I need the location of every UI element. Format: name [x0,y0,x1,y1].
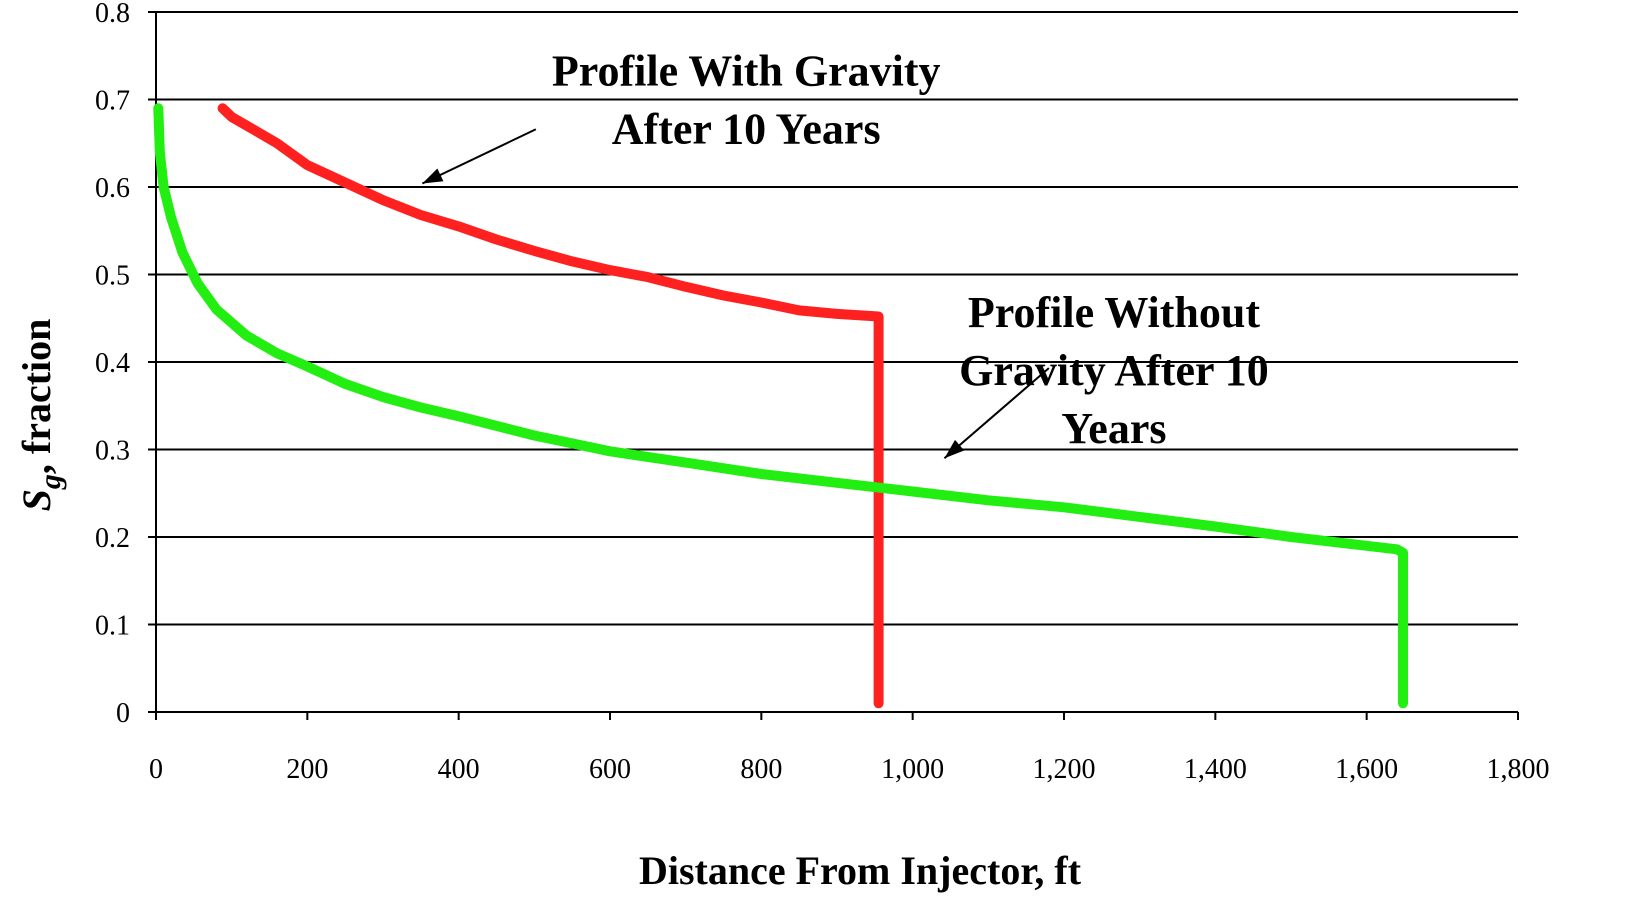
x-tick-label: 0 [149,754,163,785]
x-tick-label: 1,800 [1487,754,1550,785]
y-tick-label: 0.1 [95,611,130,642]
annotation-2-text: Years [1061,404,1166,453]
annotation-2-text: Gravity After 10 [959,346,1269,395]
x-axis-title: Distance From Injector, ft [639,848,1082,893]
annotation-2-arrow [943,367,1050,460]
y-tick-label: 0.4 [95,348,130,379]
y-tick-label: 0 [116,698,130,729]
annotation-1-arrow [421,128,537,185]
annotation-1-text: After 10 Years [612,105,881,154]
x-tick-label: 600 [589,754,631,785]
gridlines [156,11,1518,626]
annotation-1-text: Profile With Gravity [552,47,941,96]
x-tick-label: 1,200 [1033,754,1096,785]
x-tick-label: 1,400 [1184,754,1247,785]
series-lines [153,103,1408,709]
x-tick-label: 1,600 [1335,754,1398,785]
series-line-2 [153,103,1408,709]
x-axis-ticks: 0 200 400 600 800 1,000 1,200 1,400 1,600 1,800 [149,712,1550,785]
annotations: Profile With Gravity After 10 Years Profil… [421,47,1269,460]
y-axis-title: Sg, fraction [14,319,67,512]
x-tick-label: 400 [438,754,480,785]
annotation-1-arrowhead [422,168,444,184]
x-tick-label: 800 [740,754,782,785]
y-tick-label: 0.6 [95,173,130,204]
annotation-2-arrowhead [944,439,965,459]
y-tick-label: 0.8 [95,0,130,29]
y-tick-label: 0.2 [95,523,130,554]
x-tick-label: 200 [286,754,328,785]
y-tick-label: 0.7 [95,86,130,117]
y-tick-label: 0.5 [95,261,130,292]
y-tick-label: 0.3 [95,436,130,467]
series-line-1 [217,103,884,709]
y-axis-ticks: 0 0.1 0.2 0.3 0.4 0.5 0.6 0.7 0.8 [95,0,156,729]
annotation-2-text: Profile Without [968,288,1260,337]
x-tick-label: 1,000 [881,754,944,785]
